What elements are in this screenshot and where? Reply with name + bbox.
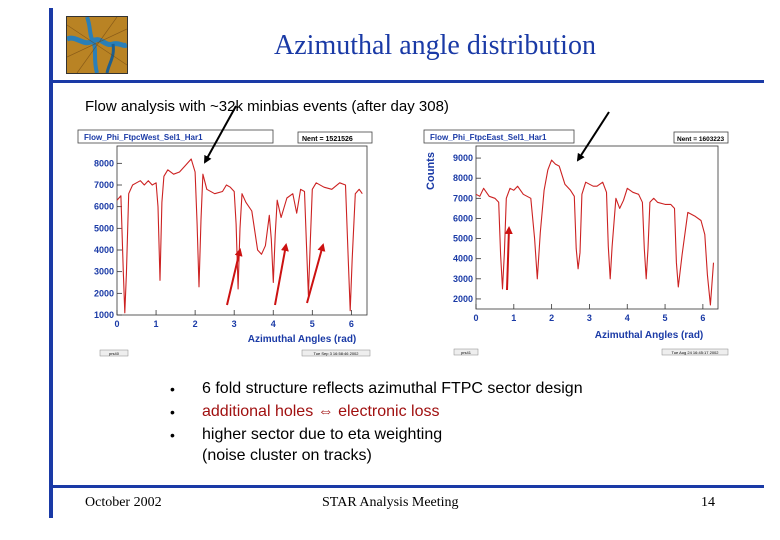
east-xtick-label: 3 — [587, 313, 592, 323]
footer-page-number: 14 — [701, 495, 715, 510]
west-footer-left-box — [99, 349, 129, 357]
sector-arrow-east — [576, 111, 610, 162]
east-footer-right-box — [661, 348, 729, 356]
west-ytick-label: 6000 — [94, 202, 114, 212]
east-series-line — [475, 159, 715, 306]
west-ytick-label: 8000 — [94, 158, 114, 168]
east-footer-left-box — [453, 348, 479, 356]
bullet-text: 6 fold structure reflects azimuthal FTPC… — [202, 380, 583, 397]
west-xtick-label: 2 — [193, 319, 198, 329]
east-xtick-label: 2 — [549, 313, 554, 323]
bullet-text: higher sector due to eta weighting — [202, 426, 443, 443]
east-xtick-label: 5 — [663, 313, 668, 323]
west-ytick-label: 5000 — [94, 223, 114, 233]
west-xtick-label: 0 — [114, 319, 119, 329]
west-ytick-label: 4000 — [94, 245, 114, 255]
east-footer-left: prs41 — [461, 350, 472, 355]
west-plot-frame — [116, 145, 368, 316]
slide-title: Azimuthal angle distribution — [274, 30, 596, 61]
west-xtick-label: 3 — [232, 319, 237, 329]
bullet-item: • additional holes ⇔ electronic loss — [170, 403, 583, 426]
bullet-text: additional holes ⇔ electronic loss — [202, 403, 440, 420]
hole-arrow-2 — [274, 243, 289, 306]
east-plot-area: 2000 3000 4000 5000 6000 7000 8000 9000 0 1 2 3 4 5 6 — [453, 145, 719, 323]
left-accent-bar — [49, 8, 53, 518]
east-xtick-label: 4 — [625, 313, 630, 323]
east-title: Flow_Phi_FtpcEast_Sel1_Har1 — [430, 133, 547, 142]
east-ytick-label: 9000 — [453, 153, 473, 163]
hole-arrow-4 — [504, 226, 513, 291]
bullet-dot: • — [170, 404, 175, 420]
hole-arrow-1 — [226, 248, 243, 306]
west-histogram: Flow_Phi_FtpcWest_Sel1_Har1 Nent = 15215… — [77, 129, 373, 357]
bullet-dot: • — [170, 427, 175, 443]
east-ytick-label: 6000 — [453, 213, 473, 223]
east-ytick-label: 8000 — [453, 173, 473, 183]
footer-meeting: STAR Analysis Meeting — [322, 495, 459, 510]
west-footer-right-box — [301, 349, 371, 357]
east-ytick-label: 2000 — [453, 294, 473, 304]
east-stats: Nent = 1603223 — [677, 136, 725, 143]
west-ytick-label: 7000 — [94, 180, 114, 190]
east-xtick-label: 1 — [511, 313, 516, 323]
star-logo — [66, 16, 128, 74]
east-xtick-label: 0 — [473, 313, 478, 323]
east-plot-frame — [475, 145, 719, 310]
west-xtick-label: 4 — [271, 319, 276, 329]
bullet-list: • 6 fold structure reflects azimuthal FT… — [170, 380, 583, 465]
star-logo-image — [67, 17, 127, 73]
east-stats-box — [673, 131, 729, 144]
west-stats: Nent = 1521526 — [302, 136, 353, 143]
west-ytick-label: 1000 — [94, 310, 114, 320]
west-xtick-label: 6 — [349, 319, 354, 329]
west-stats-box — [297, 131, 373, 144]
slide-subtitle: Flow analysis with ~32k minbias events (… — [85, 98, 449, 115]
footer-date: October 2002 — [85, 495, 162, 510]
east-ylabel: Counts — [425, 152, 437, 190]
sector-arrow-west — [204, 105, 237, 164]
west-xtick-label: 5 — [310, 319, 315, 329]
west-xlabel: Azimuthal Angles (rad) — [248, 334, 357, 345]
header-divider — [49, 80, 764, 83]
east-ytick-label: 4000 — [453, 254, 473, 264]
east-footer-right: Tue Aug 24 16:45:17 2002 — [671, 350, 719, 355]
east-ytick-label: 3000 — [453, 274, 473, 284]
west-ytick-label: 2000 — [94, 288, 114, 298]
east-title-box — [423, 129, 575, 144]
west-ytick-label: 3000 — [94, 267, 114, 277]
west-title: Flow_Phi_FtpcWest_Sel1_Har1 — [84, 133, 203, 142]
east-ytick-label: 7000 — [453, 193, 473, 203]
west-plot-area: 1000 2000 3000 4000 5000 6000 7000 8000 0 1 2 3 4 5 6 — [94, 145, 368, 329]
bullet-item: • higher sector due to eta weighting — [170, 426, 583, 449]
bullet-continuation: (noise cluster on tracks) — [202, 447, 372, 464]
east-ytick-label: 5000 — [453, 234, 473, 244]
west-xtick-label: 1 — [154, 319, 159, 329]
east-xtick-label: 6 — [700, 313, 705, 323]
bullet-item: • 6 fold structure reflects azimuthal FT… — [170, 380, 583, 403]
west-footer-left: prs40 — [109, 351, 120, 356]
east-xlabel: Azimuthal Angles (rad) — [595, 330, 704, 341]
west-title-box — [77, 129, 274, 144]
footer-divider — [49, 485, 764, 488]
east-histogram: Flow_Phi_FtpcEast_Sel1_Har1 Nent = 16032… — [423, 129, 729, 356]
west-footer-right: Tue Sep 3 16:58:46 2002 — [314, 351, 360, 356]
bullet-dot: • — [170, 381, 175, 397]
hole-arrow-3 — [306, 243, 326, 304]
